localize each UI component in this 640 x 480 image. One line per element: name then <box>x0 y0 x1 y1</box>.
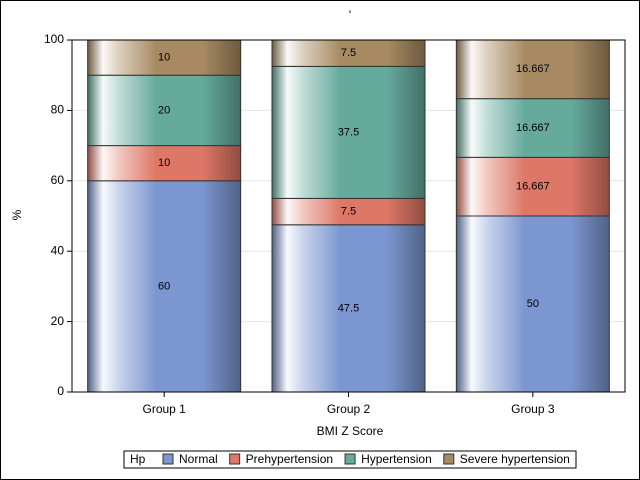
y-tick-label: 20 <box>51 314 65 328</box>
data-label: 10 <box>158 157 170 169</box>
y-tick-label: 60 <box>51 173 65 187</box>
data-label: 16.667 <box>516 181 550 193</box>
bar-segment <box>455 39 610 100</box>
legend-title: Hp <box>130 452 146 466</box>
data-label: 7.5 <box>341 206 356 218</box>
data-label: 37.5 <box>338 126 359 138</box>
legend-label: Prehypertension <box>246 452 333 466</box>
y-tick-label: 40 <box>51 243 65 257</box>
y-tick-label: 80 <box>51 103 65 117</box>
x-tick-label: Group 3 <box>511 402 555 416</box>
bar-segment <box>271 197 426 226</box>
data-label: 16.667 <box>516 122 550 134</box>
data-label: 16.667 <box>516 63 550 75</box>
data-label: 47.5 <box>338 302 359 314</box>
bar-segment <box>271 65 426 199</box>
bar-segment <box>87 145 242 182</box>
bar-segment <box>87 39 242 76</box>
chart-title: ' <box>349 8 351 22</box>
data-label: 7.5 <box>341 47 356 59</box>
legend: Hp Normal Prehypertension Hypertension Seve… <box>123 450 577 469</box>
bar-segment <box>87 180 242 393</box>
data-label: 50 <box>527 298 539 310</box>
data-label: 60 <box>158 280 170 292</box>
data-label: 10 <box>158 52 170 64</box>
y-tick-label: 0 <box>57 384 64 398</box>
legend-swatch <box>344 453 356 465</box>
y-axis-label: % <box>10 209 24 220</box>
legend-label: Normal <box>179 452 218 466</box>
legend-swatch <box>229 453 241 465</box>
legend-swatch <box>162 453 174 465</box>
legend-label: Hypertension <box>361 452 432 466</box>
bar-segment <box>455 215 610 393</box>
legend-label: Severe hypertension <box>460 452 570 466</box>
x-axis-label: BMI Z Score <box>317 424 384 438</box>
legend-swatch <box>443 453 455 465</box>
bar-segment <box>455 156 610 217</box>
x-tick-label: Group 1 <box>142 402 186 416</box>
bar-segment <box>271 224 426 393</box>
data-label: 20 <box>158 104 170 116</box>
x-tick-label: Group 2 <box>327 402 371 416</box>
y-tick-label: 100 <box>44 32 64 46</box>
bar-segment <box>455 98 610 158</box>
